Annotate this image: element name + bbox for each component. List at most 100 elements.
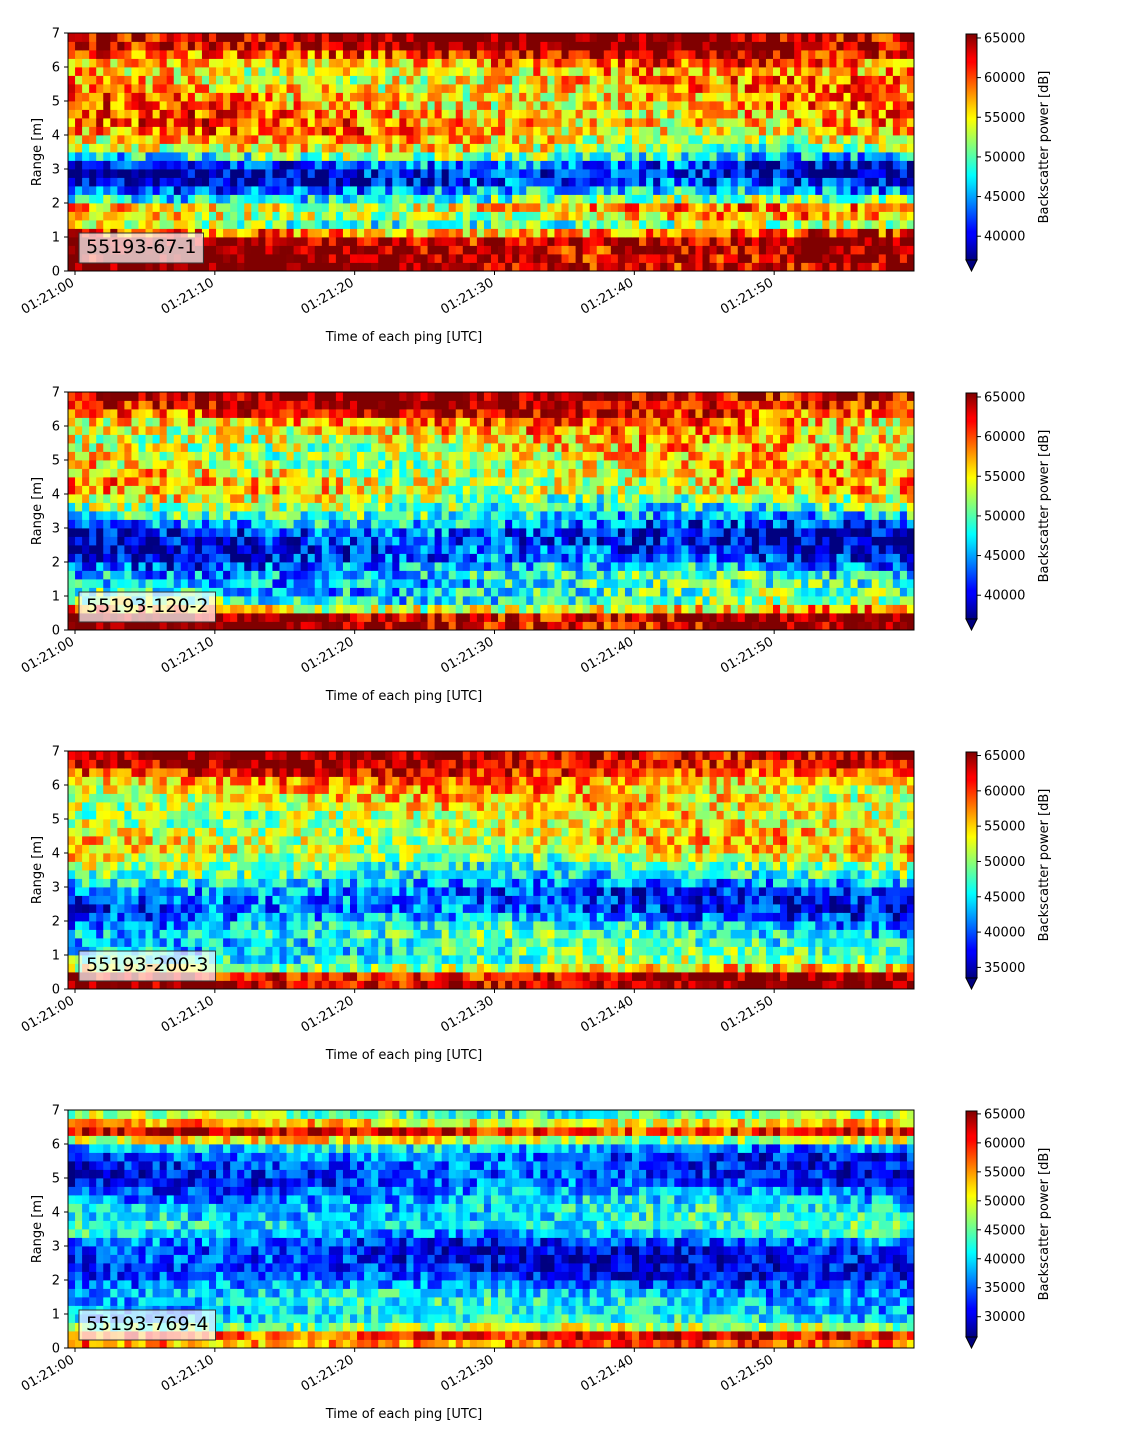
heatmap-cell (427, 245, 435, 255)
heatmap-cell (286, 169, 294, 178)
heatmap-cell (300, 41, 309, 51)
heatmap-cell (801, 41, 809, 51)
heatmap-cell (194, 109, 203, 119)
heatmap-cell (660, 553, 668, 563)
heatmap-cell (138, 536, 146, 546)
heatmap-cell (237, 152, 245, 161)
heatmap-cell (716, 101, 725, 110)
heatmap-cell (561, 211, 569, 221)
heatmap-cell (681, 33, 689, 42)
heatmap-cell (244, 237, 252, 246)
heatmap-cell (434, 579, 443, 588)
heatmap-cell (695, 621, 703, 631)
heatmap-cell (794, 519, 802, 529)
heatmap-cell (371, 604, 379, 614)
heatmap-cell (357, 75, 365, 85)
heatmap-cell (773, 84, 781, 93)
heatmap-cell (787, 596, 795, 605)
heatmap-cell (624, 579, 633, 588)
heatmap-cell (187, 203, 196, 212)
heatmap-cell (667, 152, 675, 161)
heatmap-cell (787, 126, 795, 136)
heatmap-cell (293, 58, 302, 68)
heatmap-cell (787, 621, 795, 631)
heatmap-cell (871, 67, 880, 76)
heatmap-cell (117, 143, 125, 153)
heatmap-cell (758, 194, 767, 204)
heatmap-cell (251, 186, 259, 195)
heatmap-cell (610, 211, 619, 221)
heatmap-cell (392, 254, 400, 263)
heatmap-cell (166, 621, 175, 631)
heatmap-cell (589, 519, 598, 529)
heatmap-cell (469, 528, 478, 537)
heatmap-cell (561, 545, 569, 554)
heatmap-cell (350, 160, 358, 170)
heatmap-cell (68, 245, 76, 255)
heatmap-cell (843, 596, 851, 605)
heatmap-cell (864, 92, 873, 102)
heatmap-cell (216, 92, 224, 102)
heatmap-cell (321, 536, 330, 546)
heatmap-cell (237, 262, 245, 272)
heatmap-cell (321, 143, 330, 153)
heatmap-cell (892, 545, 901, 554)
heatmap-cell (399, 528, 407, 537)
heatmap-cell (491, 75, 499, 85)
heatmap-cell (180, 570, 189, 580)
heatmap-cell (822, 101, 830, 110)
heatmap-cell (512, 33, 520, 42)
heatmap-cell (836, 118, 844, 127)
heatmap-cell (632, 553, 640, 563)
heatmap-cell (667, 545, 675, 554)
heatmap-cell (773, 92, 781, 102)
heatmap-cell (427, 604, 435, 614)
heatmap-cell (801, 33, 809, 42)
heatmap-cell (152, 41, 161, 51)
heatmap-cell (406, 67, 414, 76)
heatmap-cell (836, 84, 844, 93)
heatmap-cell (258, 143, 266, 153)
heatmap-cell (469, 596, 478, 605)
heatmap-cell (758, 519, 767, 529)
heatmap-cell (216, 186, 224, 195)
heatmap-cell (758, 587, 767, 597)
heatmap-cell (138, 143, 146, 153)
heatmap-cell (216, 41, 224, 51)
heatmap-cell (815, 519, 823, 529)
heatmap-cell (258, 194, 266, 204)
heatmap-cell (201, 211, 210, 221)
heatmap-cell (378, 118, 386, 127)
heatmap-cell (723, 203, 732, 212)
heatmap-cell (237, 511, 245, 520)
heatmap-cell (89, 126, 97, 136)
heatmap-cell (744, 160, 753, 170)
heatmap-cell (758, 177, 767, 187)
heatmap-cell (688, 553, 696, 563)
heatmap-cell (201, 511, 210, 520)
heatmap-cell (498, 152, 506, 161)
heatmap-cell (145, 519, 153, 529)
heatmap-cell (526, 58, 534, 68)
heatmap-cell (180, 203, 189, 212)
heatmap-cell (124, 41, 132, 51)
heatmap-cell (695, 519, 703, 529)
heatmap-cell (787, 33, 795, 42)
heatmap-cell (498, 101, 506, 110)
heatmap-cell (843, 245, 851, 255)
heatmap-cell (646, 177, 654, 187)
heatmap-cell (103, 50, 111, 59)
heatmap-cell (328, 613, 337, 622)
heatmap-cell (737, 528, 746, 537)
heatmap-cell (815, 536, 823, 546)
heatmap-cell (765, 186, 774, 195)
heatmap-cell (357, 228, 365, 238)
heatmap-cell (216, 58, 224, 68)
heatmap-cell (906, 553, 915, 563)
heatmap-cell (906, 203, 915, 212)
heatmap-cell (787, 109, 795, 119)
heatmap-cell (180, 186, 189, 195)
heatmap-cell (632, 254, 640, 263)
heatmap-cell (180, 194, 189, 204)
heatmap-cell (758, 92, 767, 102)
